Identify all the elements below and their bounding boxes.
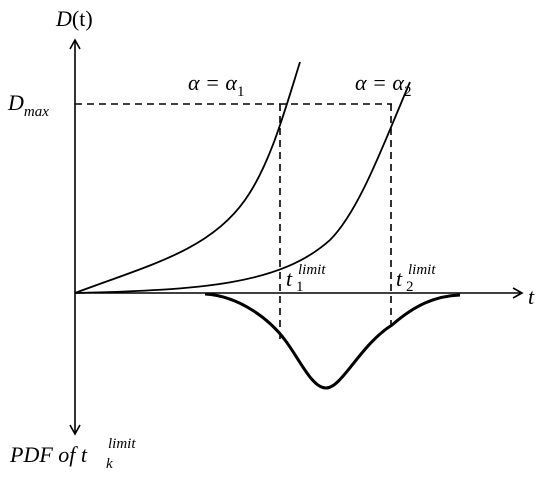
dmax-label: Dmax <box>7 90 49 120</box>
text: k <box>106 456 113 472</box>
text: α = α <box>188 70 237 95</box>
text: 2 <box>406 279 414 295</box>
text: limit <box>408 262 436 278</box>
guides <box>75 103 392 340</box>
text: D <box>55 6 72 31</box>
curve-1 <box>74 61 301 294</box>
text: limit <box>298 262 326 278</box>
text: PDF of t <box>9 442 88 467</box>
text: t <box>286 266 293 291</box>
text: 1 <box>296 279 304 295</box>
text: 1 <box>237 84 245 100</box>
t2-label: t limit 2 <box>396 262 436 295</box>
text: t <box>396 266 403 291</box>
t1-label: t limit 1 <box>286 262 326 295</box>
text: limit <box>108 436 136 452</box>
pdf-curve <box>204 292 461 390</box>
axes <box>69 38 524 436</box>
text: α = α <box>355 70 404 95</box>
x-axis-label: t <box>528 284 535 309</box>
text: D <box>7 90 24 115</box>
curve-2-label: α = α2 <box>355 70 411 100</box>
text: 2 <box>404 84 412 100</box>
curve-2 <box>74 81 411 294</box>
pdf-label: PDF of t limit k <box>9 436 136 472</box>
curve-1-label: α = α1 <box>188 70 244 100</box>
y-axis-label: D(t) <box>55 6 93 31</box>
text: (t) <box>72 6 93 31</box>
text: max <box>24 104 49 120</box>
